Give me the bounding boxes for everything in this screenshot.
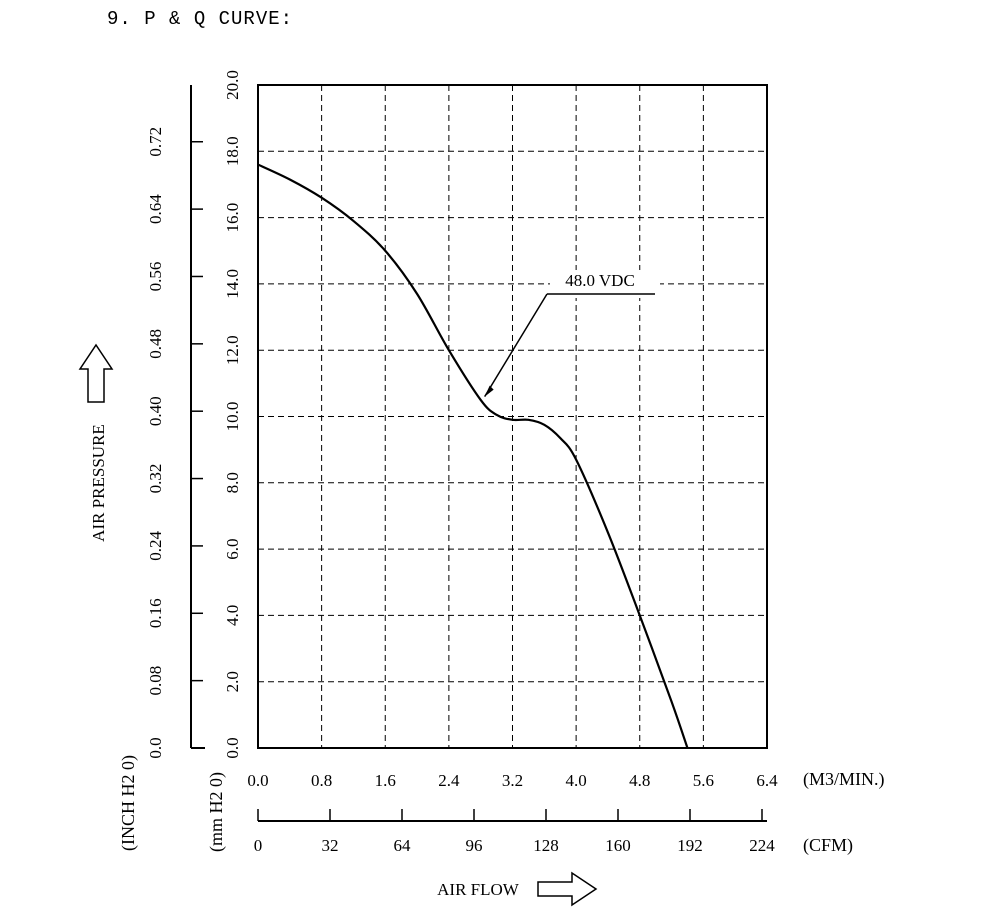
annotation-arrowhead bbox=[484, 385, 494, 397]
y-axis-up-arrow bbox=[78, 343, 114, 403]
y-tick-label: 12.0 bbox=[223, 335, 242, 365]
y-tick-label: 10.0 bbox=[223, 402, 242, 432]
x-tick-label: 4.8 bbox=[629, 771, 650, 790]
x2-tick-label: 160 bbox=[605, 836, 631, 855]
y-tick-label: 14.0 bbox=[223, 269, 242, 299]
y-tick-label: 2.0 bbox=[223, 671, 242, 692]
x2-tick-label: 0 bbox=[254, 836, 263, 855]
x-axis-right-arrow bbox=[537, 871, 598, 907]
y2-tick-label: 0.24 bbox=[146, 531, 165, 561]
x2-tick-label: 192 bbox=[677, 836, 703, 855]
x-unit-label: (M3/MIN.) bbox=[803, 769, 885, 790]
x-tick-label: 5.6 bbox=[693, 771, 714, 790]
x2-tick-label: 32 bbox=[322, 836, 339, 855]
y2-tick-label: 0.16 bbox=[146, 598, 165, 628]
x-tick-label: 0.0 bbox=[247, 771, 268, 790]
x-tick-label: 3.2 bbox=[502, 771, 523, 790]
y-tick-label: 20.0 bbox=[223, 70, 242, 100]
x-tick-label: 0.8 bbox=[311, 771, 332, 790]
x2-tick-label: 128 bbox=[533, 836, 559, 855]
y2-tick-label: 0.32 bbox=[146, 464, 165, 494]
y2-unit-label: (INCH H2 0) bbox=[118, 755, 139, 851]
y2-tick-label: 0.48 bbox=[146, 329, 165, 359]
x-tick-label: 6.4 bbox=[756, 771, 778, 790]
x2-tick-label: 224 bbox=[749, 836, 775, 855]
x-axis-title: AIR FLOW bbox=[437, 880, 520, 899]
y2-tick-label: 0.56 bbox=[146, 262, 165, 292]
y-tick-label: 18.0 bbox=[223, 136, 242, 166]
y-tick-label: 16.0 bbox=[223, 203, 242, 233]
y2-tick-label: 0.0 bbox=[146, 737, 165, 758]
y-tick-label: 8.0 bbox=[223, 472, 242, 493]
y2-tick-label: 0.08 bbox=[146, 666, 165, 696]
x-tick-label: 2.4 bbox=[438, 771, 460, 790]
y-tick-label: 4.0 bbox=[223, 605, 242, 626]
figure-title: 9. P & Q CURVE: bbox=[107, 8, 294, 30]
y2-tick-label: 0.72 bbox=[146, 127, 165, 157]
x-tick-label: 1.6 bbox=[375, 771, 396, 790]
x2-tick-label: 96 bbox=[466, 836, 483, 855]
annotation-leader-line bbox=[484, 293, 548, 397]
series-line-0 bbox=[257, 163, 689, 749]
y2-tick-label: 0.64 bbox=[146, 194, 165, 224]
y-unit-label: (mm H2 0) bbox=[206, 772, 227, 852]
y-axis-title: AIR PRESSURE bbox=[89, 424, 108, 542]
y-tick-label: 0.0 bbox=[223, 737, 242, 758]
x2-tick-label: 64 bbox=[394, 836, 412, 855]
y-tick-label: 6.0 bbox=[223, 538, 242, 559]
x-tick-label: 4.0 bbox=[566, 771, 587, 790]
y2-tick-label: 0.40 bbox=[146, 396, 165, 426]
annotation-label: 48.0 VDC bbox=[565, 271, 635, 290]
x2-unit-label: (CFM) bbox=[803, 835, 853, 856]
plot-frame bbox=[257, 84, 768, 749]
